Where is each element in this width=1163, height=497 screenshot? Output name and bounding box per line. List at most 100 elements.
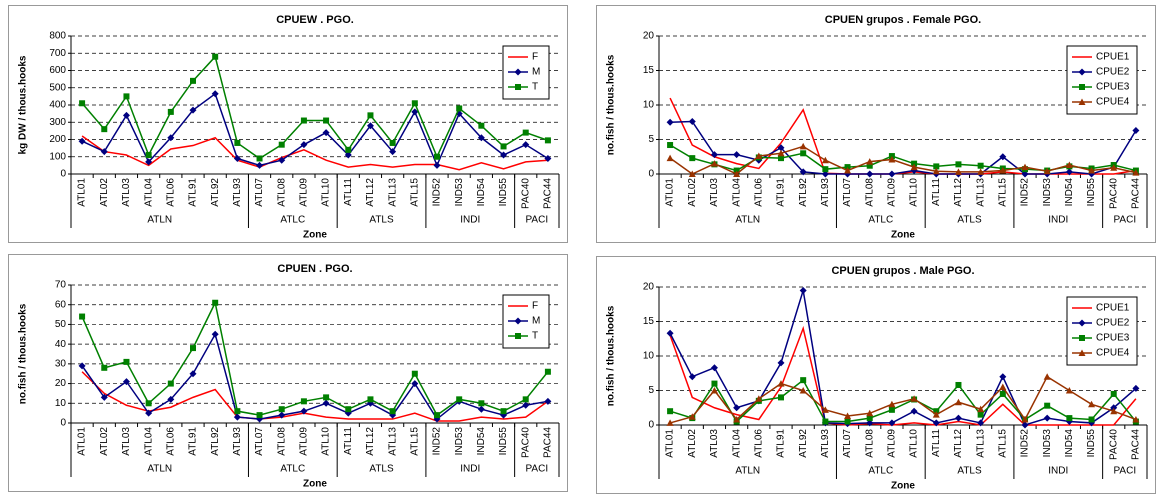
series-line [81,332,549,421]
marker [777,359,785,367]
x-tick-label: ATL02 [687,429,698,458]
x-tick-label: ATL03 [709,429,720,458]
marker [456,396,463,403]
marker [799,286,807,294]
marker [821,406,829,413]
marker [411,380,419,388]
y-axis-title: no.fish / thous.hooks [606,54,617,155]
marker [367,396,374,403]
x-tick-label: ATL06 [753,429,764,458]
marker [955,381,962,388]
y-tick-label: 60 [55,299,67,310]
marker [710,364,718,372]
group-label: PACI [1114,466,1137,477]
marker [666,118,674,126]
x-tick-label: ATL02 [687,178,698,207]
marker [800,150,807,157]
chart-panel: CPUEN grupos . Female PGO. no.fish / thou… [596,5,1156,243]
marker [411,370,418,377]
x-tick-label: ATL03 [709,178,720,207]
x-tick-label: ATL06 [165,178,176,207]
x-tick-label: ATL13 [975,178,986,207]
marker [515,84,521,90]
y-tick-label: 0 [60,169,66,180]
marker [100,148,108,156]
marker [100,393,108,401]
y-tick-label: 0 [648,169,654,180]
marker [910,407,918,415]
marker [145,400,152,407]
marker [777,149,785,157]
marker [866,158,874,165]
x-tick-label: ATL12 [953,178,964,207]
series-line [669,290,1137,426]
x-tick-label: ATL10 [321,427,332,456]
group-label: ATLS [957,215,982,226]
x-axis-title: Zone [303,230,327,241]
x-tick-label: ATL11 [931,429,942,457]
marker [1044,402,1051,409]
x-tick-label: PAC44 [543,427,554,458]
marker [344,151,352,159]
legend-label: CPUE4 [1096,348,1130,359]
marker [999,373,1007,381]
y-tick-label: 5 [648,134,654,145]
group-label: INDI [460,464,480,475]
marker [799,168,807,176]
marker [777,380,785,387]
marker [256,155,263,162]
marker [688,170,696,177]
marker [212,299,219,306]
marker [1021,421,1029,429]
marker [1043,373,1051,380]
marker [323,117,330,124]
y-tick-label: 20 [643,31,655,42]
marker [234,408,241,415]
marker [101,126,108,133]
marker [755,395,763,402]
x-tick-label: PAC44 [543,178,554,209]
marker [190,345,196,352]
marker [888,400,896,408]
marker [1043,167,1051,175]
x-tick-label: ATL09 [299,427,310,456]
group-label: ATLC [868,466,893,477]
x-tick-label: IND54 [476,427,487,456]
marker [478,400,485,407]
legend-label: CPUE2 [1096,318,1130,329]
chart-title: CPUEN . PGO. [277,263,352,275]
y-tick-label: 40 [55,339,67,350]
x-tick-label: ATL15 [997,429,1008,458]
marker [145,409,153,417]
x-tick-label: ATL06 [165,427,176,456]
marker [1065,168,1073,176]
marker [999,167,1007,174]
x-tick-label: IND52 [1020,178,1031,207]
group-label: INDI [1048,466,1068,477]
group-label: ATLN [147,215,172,226]
x-tick-label: ATL04 [143,178,154,207]
marker [888,170,896,178]
x-tick-label: ATL91 [776,178,787,207]
marker [689,155,696,162]
marker [710,160,718,167]
group-label: ATLS [369,464,394,475]
x-tick-label: ATL09 [887,429,898,458]
marker [278,406,285,413]
marker [212,53,219,60]
marker [1078,349,1086,356]
y-tick-label: 0 [60,418,66,429]
marker [515,333,521,339]
marker [688,413,696,420]
marker [366,122,374,130]
group-label: PACI [526,464,549,475]
x-tick-label: ATL93 [232,178,243,207]
group-label: ATLN [147,464,172,475]
marker [799,387,807,394]
marker [667,408,674,415]
marker [954,414,962,422]
x-axis-title: Zone [891,230,915,241]
marker [888,156,896,163]
x-tick-label: ATL92 [798,178,809,207]
group-label: ATLN [735,215,760,226]
